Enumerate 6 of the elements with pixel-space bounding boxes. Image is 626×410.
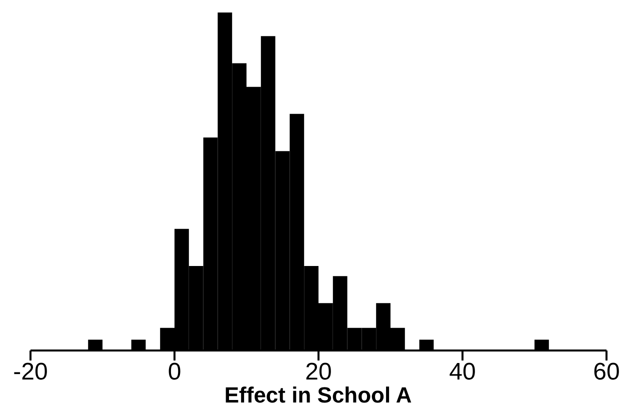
x-tick-label: 60 [593, 358, 620, 386]
x-tick-label: -20 [13, 358, 48, 386]
x-axis-title: Effect in School A [224, 382, 412, 408]
x-tick-label: 20 [305, 358, 332, 386]
x-tick-label: 40 [449, 358, 476, 386]
x-tick-label: 0 [168, 358, 182, 386]
